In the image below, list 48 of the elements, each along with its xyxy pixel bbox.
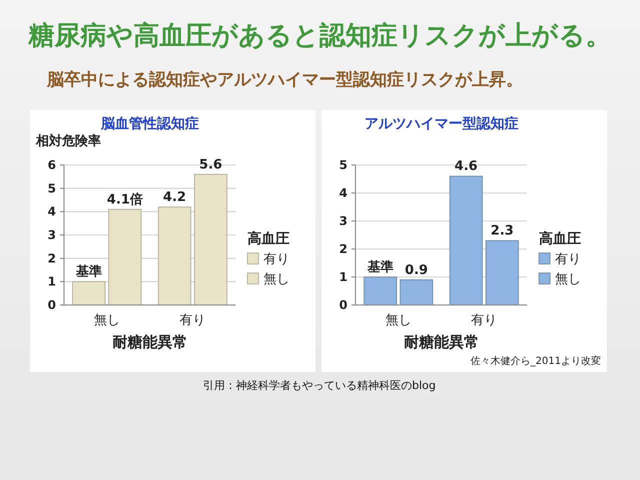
legend-label: 有り: [264, 252, 290, 267]
text: 佐々木健介ら_2011より改変: [470, 355, 601, 367]
y-tick-label: 4: [339, 186, 348, 200]
x-tick-label: 無し: [385, 313, 412, 328]
text: 引用：神経科学者もやっている精神科医のblog: [203, 379, 436, 392]
x-tick-label: 無し: [94, 313, 120, 328]
data-label: 4.2: [163, 190, 186, 205]
x-axis-title: 耐糖能異常: [404, 333, 479, 351]
y-tick-label: 6: [48, 158, 56, 172]
bar: [400, 279, 434, 306]
legend-title: 高血圧: [248, 230, 290, 247]
data-label: 4.1倍: [106, 191, 143, 208]
data-label: 0.9: [404, 262, 428, 278]
y-tick-label: 3: [339, 214, 348, 228]
legend-label: 無し: [264, 272, 290, 287]
y-tick-label: 0: [48, 298, 56, 312]
x-tick-label: 有り: [471, 313, 498, 328]
data-label: 基準: [366, 260, 394, 275]
bar: [158, 206, 192, 306]
x-tick-label: 有り: [180, 313, 206, 328]
x-axis-title: 耐糖能異常: [112, 333, 188, 351]
data-label: 2.3: [490, 224, 514, 239]
bar: [72, 281, 106, 306]
y-tick-label: 5: [339, 158, 348, 172]
y-tick-label: 3: [48, 228, 56, 242]
legend-label: 有り: [555, 252, 581, 267]
text: 脳卒中による認知症やアルツハイマー型認知症リスクが上昇。: [46, 70, 523, 90]
legend-title: 高血圧: [539, 230, 581, 247]
data-label: 4.6: [454, 159, 478, 174]
legend-label: 無し: [555, 272, 581, 287]
y-tick-label: 1: [339, 270, 348, 284]
y-tick-label: 4: [48, 204, 56, 219]
bar: [364, 276, 397, 306]
bar: [108, 208, 142, 306]
y-axis-title: 相対危険率: [35, 133, 101, 149]
y-tick-label: 2: [48, 251, 56, 266]
y-tick-label: 0: [339, 298, 348, 312]
data-label: 基準: [74, 264, 102, 280]
data-label: 5.6: [199, 157, 222, 172]
y-tick-label: 5: [48, 181, 56, 196]
bar: [194, 174, 228, 306]
chart-title: アルツハイマー型認知症: [364, 115, 518, 132]
bar: [486, 240, 519, 306]
chart-title: 脳血管性認知症: [100, 115, 199, 132]
y-tick-label: 1: [48, 274, 56, 289]
y-tick-label: 2: [339, 242, 348, 256]
text: 糖尿病や高血圧があると認知症リスクが上がる。: [28, 21, 612, 51]
bar: [449, 176, 483, 306]
